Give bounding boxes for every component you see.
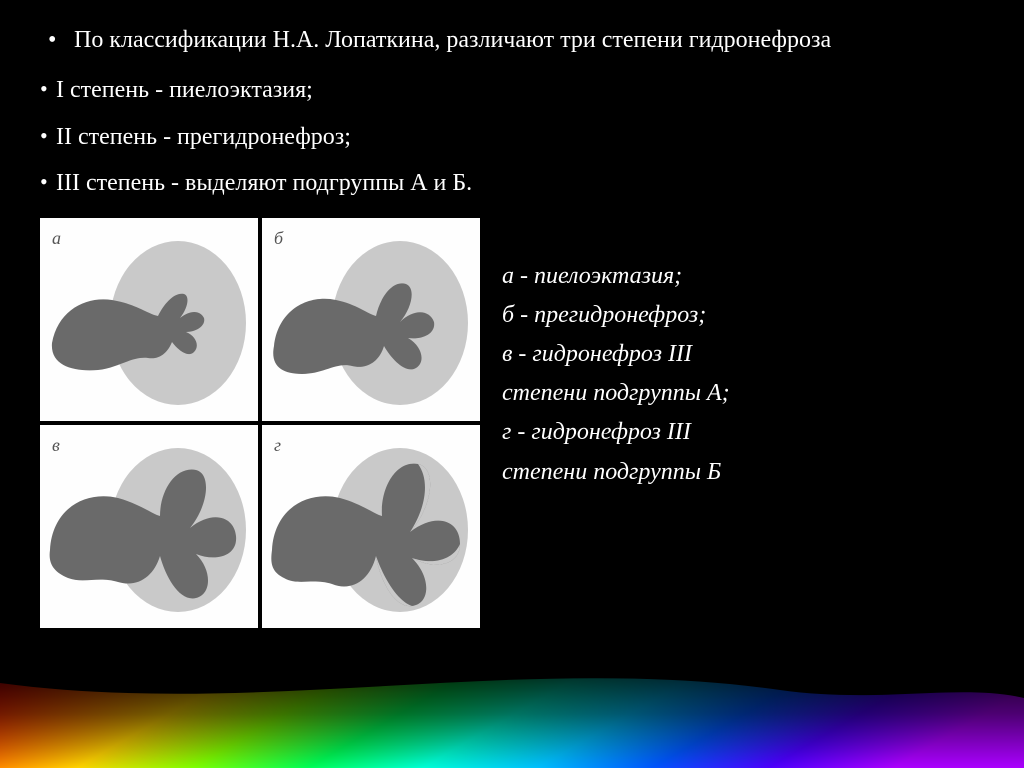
panel-label-v: в bbox=[52, 435, 60, 455]
legend-line: б - прегидронефроз; bbox=[502, 297, 730, 334]
legend-line: степени подгруппы А; bbox=[502, 375, 730, 412]
title-bullet: По классификации Н.А. Лопаткина, различа… bbox=[40, 24, 984, 56]
panel-label-a: а bbox=[52, 228, 61, 248]
rainbow-accent bbox=[0, 648, 1024, 768]
hydronephrosis-stages-figure: а б в г bbox=[40, 218, 480, 628]
legend-line: в - гидронефроз III bbox=[502, 336, 730, 373]
figure-legend: а - пиелоэктазия; б - прегидронефроз; в … bbox=[502, 218, 730, 493]
legend-line: г - гидронефроз III bbox=[502, 414, 730, 451]
legend-line: а - пиелоэктазия; bbox=[502, 258, 730, 295]
panel-label-b: б bbox=[274, 228, 284, 248]
legend-line: степени подгруппы Б bbox=[502, 454, 730, 491]
panel-label-g: г bbox=[274, 435, 281, 455]
degree-bullet: III степень - выделяют подгруппы А и Б. bbox=[40, 167, 984, 199]
degree-bullet: II степень - прегидронефроз; bbox=[40, 121, 984, 153]
degree-bullet: I степень - пиелоэктазия; bbox=[40, 74, 984, 106]
